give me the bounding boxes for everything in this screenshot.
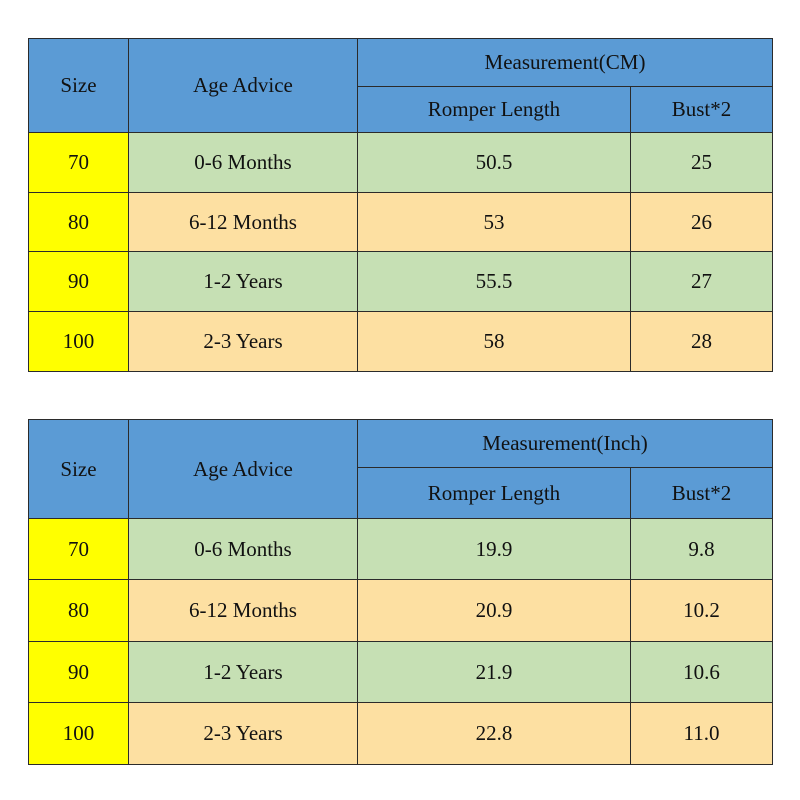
data-row: 90 1-2 Years 21.9 10.6 xyxy=(28,641,773,703)
size-table: Size Age Advice Measurement(CM) Romper Leng… xyxy=(28,38,773,372)
data-cell: 58 xyxy=(357,311,631,372)
header-row: Size Age Advice Measurement(Inch) xyxy=(28,419,773,519)
header-row: Size Age Advice Measurement(CM) xyxy=(28,38,773,133)
data-cell: 10.6 xyxy=(630,641,773,703)
data-row: 70 0-6 Months 19.9 9.8 xyxy=(28,518,773,580)
header-cell: Size xyxy=(28,419,129,519)
header-cell: Age Advice xyxy=(128,419,358,519)
data-cell: 2-3 Years xyxy=(128,702,358,765)
header-cell: Romper Length xyxy=(357,86,631,133)
data-cell: 50.5 xyxy=(357,132,631,193)
data-cell: 80 xyxy=(28,579,129,642)
data-cell: 22.8 xyxy=(357,702,631,765)
data-row: 100 2-3 Years 22.8 11.0 xyxy=(28,702,773,765)
header-cell: Measurement(Inch) xyxy=(357,419,773,468)
header-cell: Bust*2 xyxy=(630,86,773,133)
data-cell: 0-6 Months xyxy=(128,518,358,580)
data-cell: 28 xyxy=(630,311,773,372)
data-cell: 26 xyxy=(630,192,773,252)
header-cell: Measurement(CM) xyxy=(357,38,773,87)
data-cell: 9.8 xyxy=(630,518,773,580)
data-row: 100 2-3 Years 58 28 xyxy=(28,311,773,372)
data-cell: 90 xyxy=(28,641,129,703)
data-cell: 55.5 xyxy=(357,251,631,312)
data-cell: 10.2 xyxy=(630,579,773,642)
data-row: 80 6-12 Months 20.9 10.2 xyxy=(28,579,773,642)
data-cell: 90 xyxy=(28,251,129,312)
header-cell: Size xyxy=(28,38,129,133)
data-cell: 27 xyxy=(630,251,773,312)
data-cell: 2-3 Years xyxy=(128,311,358,372)
data-row: 90 1-2 Years 55.5 27 xyxy=(28,251,773,312)
size-table: Size Age Advice Measurement(Inch) Romper Le… xyxy=(28,419,773,765)
header-cell: Age Advice xyxy=(128,38,358,133)
header-row: Romper Length Bust*2 xyxy=(29,86,773,133)
data-cell: 1-2 Years xyxy=(128,251,358,312)
header-row: Romper Length Bust*2 xyxy=(29,467,773,519)
data-cell: 100 xyxy=(28,311,129,372)
data-cell: 53 xyxy=(357,192,631,252)
header-cell: Romper Length xyxy=(357,467,631,519)
header-cell: Bust*2 xyxy=(630,467,773,519)
data-cell: 1-2 Years xyxy=(128,641,358,703)
data-cell: 0-6 Months xyxy=(128,132,358,193)
data-cell: 25 xyxy=(630,132,773,193)
data-cell: 21.9 xyxy=(357,641,631,703)
data-row: 80 6-12 Months 53 26 xyxy=(28,192,773,252)
data-row: 70 0-6 Months 50.5 25 xyxy=(28,132,773,193)
data-cell: 6-12 Months xyxy=(128,579,358,642)
data-cell: 11.0 xyxy=(630,702,773,765)
data-cell: 19.9 xyxy=(357,518,631,580)
data-cell: 80 xyxy=(28,192,129,252)
data-cell: 6-12 Months xyxy=(128,192,358,252)
data-cell: 20.9 xyxy=(357,579,631,642)
data-cell: 70 xyxy=(28,518,129,580)
data-cell: 70 xyxy=(28,132,129,193)
data-cell: 100 xyxy=(28,702,129,765)
